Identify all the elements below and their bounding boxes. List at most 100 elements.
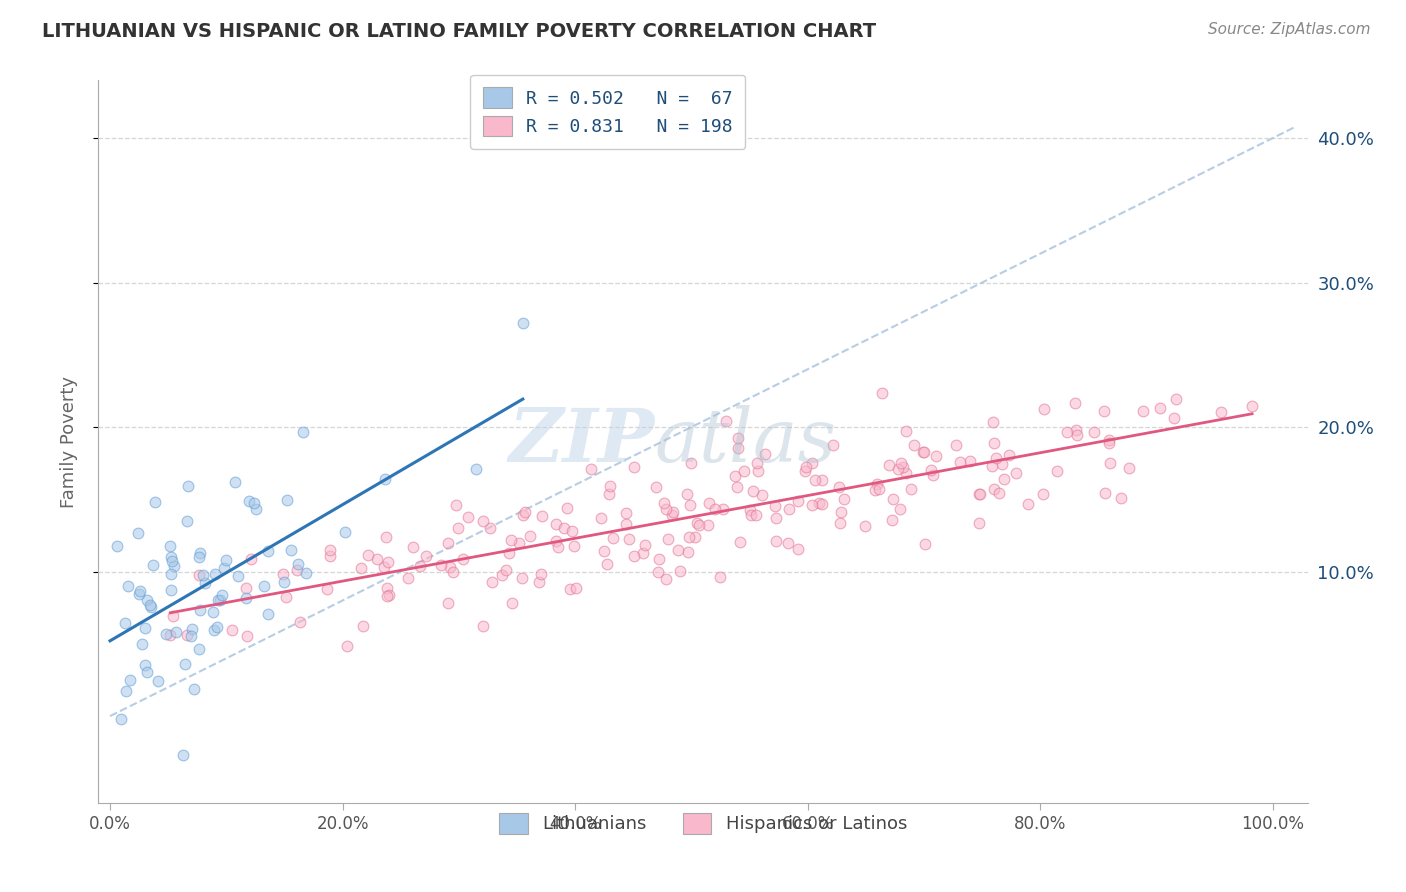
Point [512,571,534,585]
Point [988,486,1011,500]
Point [894,424,917,438]
Point [634,538,657,552]
Point [924,449,946,463]
Point [1083,425,1105,439]
Point [160,549,183,564]
Point [319,542,342,557]
Point [529,574,551,589]
Point [501,596,523,610]
Point [998,448,1021,462]
Point [697,517,720,532]
Point [160,554,183,568]
Point [890,456,912,470]
Point [159,628,181,642]
Point [235,591,257,605]
Point [564,582,586,596]
Point [562,539,585,553]
Point [830,505,852,519]
Point [623,549,645,563]
Point [679,457,702,471]
Point [319,549,342,563]
Point [765,511,787,525]
Point [375,581,398,595]
Point [679,498,702,512]
Point [733,464,755,478]
Point [754,447,776,461]
Point [159,539,181,553]
Point [377,588,399,602]
Point [983,483,1005,497]
Point [794,464,817,478]
Point [162,609,184,624]
Point [464,462,486,476]
Point [128,526,150,541]
Point [921,468,943,483]
Point [139,599,162,613]
Point [172,747,194,762]
Point [688,517,710,532]
Point [453,551,475,566]
Point [879,458,901,472]
Point [1066,428,1088,442]
Point [740,503,762,517]
Point [188,546,211,560]
Point [980,459,1002,474]
Point [870,385,893,400]
Point [188,550,211,565]
Point [661,508,683,522]
Point [1032,486,1054,500]
Point [155,627,177,641]
Point [207,592,229,607]
Point [880,513,903,527]
Point [257,607,280,621]
Point [1032,402,1054,417]
Point [160,582,183,597]
Point [804,473,827,487]
Point [801,498,824,512]
Point [211,588,233,602]
Point [1056,425,1078,439]
Point [253,579,276,593]
Point [224,475,246,490]
Point [472,619,495,633]
Point [202,623,225,637]
Point [136,665,159,679]
Point [177,479,200,493]
Point [644,480,666,494]
Point [547,540,569,554]
Point [201,606,224,620]
Point [176,514,198,528]
Point [959,454,981,468]
Point [1241,399,1264,413]
Point [633,546,655,560]
Point [1098,435,1121,450]
Point [745,456,768,470]
Point [589,511,612,525]
Point [495,564,517,578]
Point [678,530,700,544]
Point [437,536,460,550]
Point [336,640,359,654]
Point [139,599,162,614]
Point [1166,392,1188,407]
Point [396,571,419,585]
Point [555,500,578,515]
Point [512,316,534,330]
Point [472,514,495,528]
Point [276,590,298,604]
Point [110,712,132,726]
Point [512,508,534,523]
Point [478,521,501,535]
Point [765,534,787,549]
Point [561,524,583,538]
Point [180,622,202,636]
Point [444,498,467,512]
Point [271,566,294,581]
Point [903,438,925,452]
Point [914,537,936,551]
Point [457,509,479,524]
Point [352,619,374,633]
Point [1064,396,1087,410]
Point [208,593,231,607]
Point [676,545,699,559]
